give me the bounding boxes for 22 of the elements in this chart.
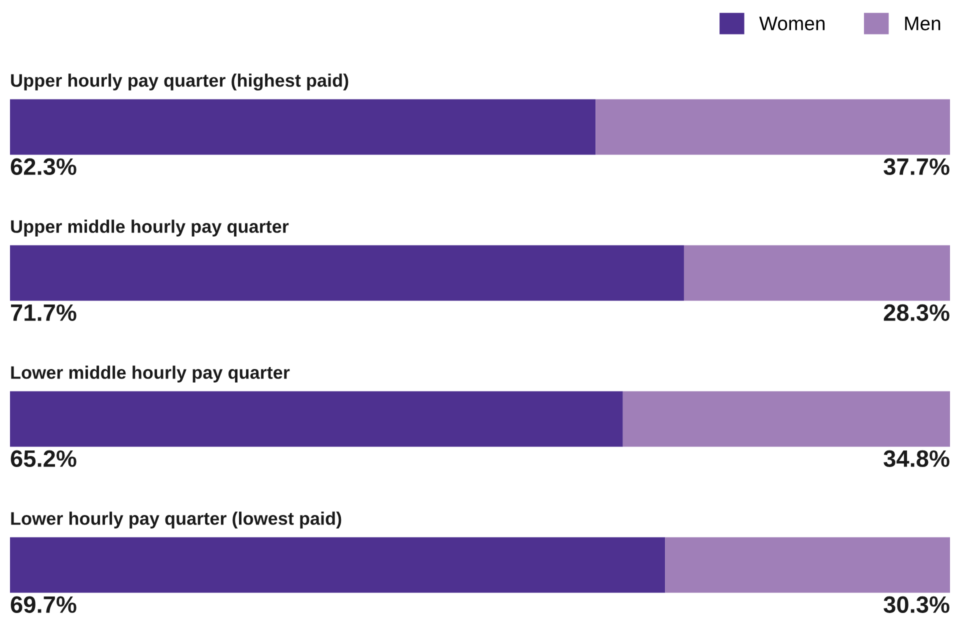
bar bbox=[665, 537, 950, 593]
y-tick-label: Lower hourly pay quarter (lowest paid) bbox=[11, 512, 342, 528]
data-label: 34.8% bbox=[884, 450, 950, 468]
data-label: 37.7% bbox=[884, 158, 950, 176]
y-tick-label: Upper hourly pay quarter (highest paid) bbox=[11, 74, 348, 91]
bar bbox=[622, 391, 950, 447]
data-label: 69.7% bbox=[10, 596, 76, 613]
data-label: 28.3% bbox=[884, 304, 950, 322]
bar bbox=[596, 99, 950, 155]
bar bbox=[10, 391, 623, 447]
data-label: 62.3% bbox=[10, 158, 76, 176]
bar bbox=[10, 99, 596, 155]
bar bbox=[10, 245, 684, 301]
bar bbox=[10, 537, 666, 593]
data-label: 71.7% bbox=[11, 304, 76, 321]
legend-label: Men bbox=[905, 16, 940, 30]
y-tick-label: Upper middle hourly pay quarter bbox=[11, 220, 289, 236]
y-tick-label: Lower middle hourly pay quarter bbox=[11, 366, 290, 382]
bar bbox=[684, 245, 950, 301]
legend-label: Women bbox=[759, 16, 825, 30]
data-label: 30.3% bbox=[884, 596, 950, 614]
data-label: 65.2% bbox=[10, 450, 76, 467]
